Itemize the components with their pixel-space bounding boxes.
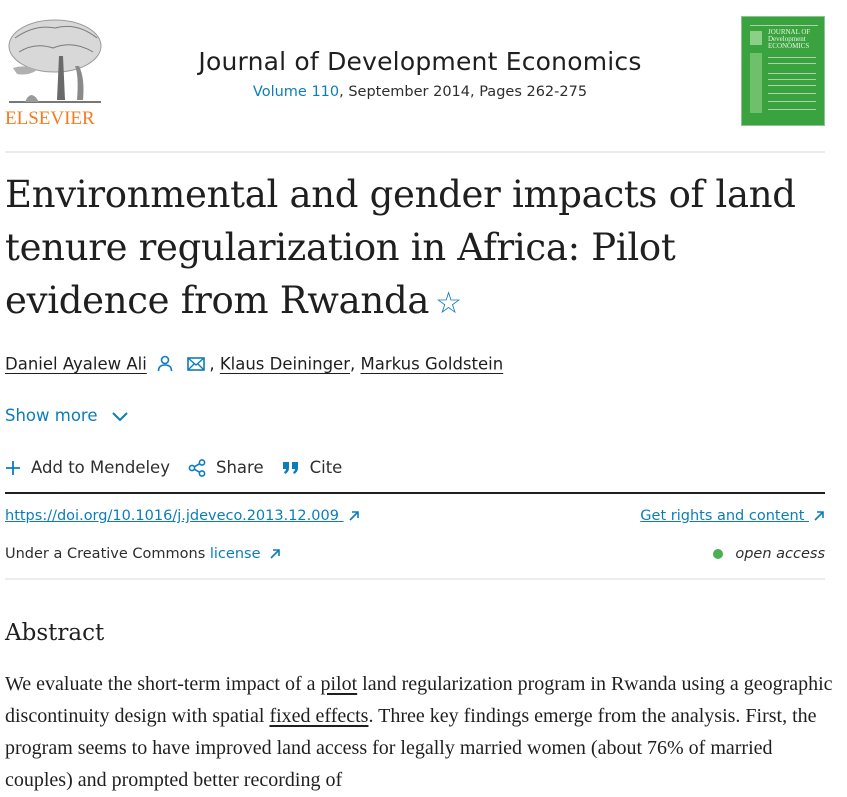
elsevier-wordmark: ELSEVIER	[5, 108, 95, 129]
rights-text: Get rights and content	[640, 508, 805, 524]
glossary-link-pilot[interactable]: pilot	[320, 673, 358, 695]
elsevier-tree-logo-icon	[8, 19, 102, 103]
share-button[interactable]: Share	[188, 458, 264, 477]
mendeley-label: Add to Mendeley	[31, 458, 170, 477]
journal-header: ELSEVIER Journal of Development Economic…	[0, 0, 847, 152]
plus-icon	[6, 460, 20, 475]
star-outline-icon[interactable]: ☆	[435, 286, 462, 321]
doi-text: https://doi.org/10.1016/j.jdeveco.2013.1…	[5, 508, 339, 524]
chevron-down-icon	[112, 411, 128, 421]
header-divider	[5, 151, 825, 153]
author-separator: ,	[209, 354, 215, 374]
abstract-text: We evaluate the short-term impact of a p…	[5, 668, 835, 796]
envelope-icon[interactable]	[187, 356, 206, 375]
get-rights-link[interactable]: Get rights and content	[640, 508, 825, 524]
glossary-link-fixed-effects[interactable]: fixed effects	[269, 705, 369, 727]
cite-button[interactable]: Cite	[282, 458, 343, 477]
actions-divider	[5, 492, 825, 494]
article-title: Environmental and gender impacts of land…	[5, 168, 835, 330]
license-link-text: license	[209, 546, 261, 562]
quote-icon	[282, 461, 298, 474]
open-access-dot-icon	[713, 549, 724, 559]
open-access-badge: open access	[713, 546, 825, 562]
elsevier-logo[interactable]: ELSEVIER	[5, 16, 105, 131]
abstract-text-segment: We evaluate the short-term impact of a	[5, 673, 321, 695]
cover-title: JOURNAL OF Development ECONOMICS	[768, 28, 811, 50]
cite-label: Cite	[309, 458, 343, 477]
metadata-divider	[5, 578, 825, 580]
add-to-mendeley-button[interactable]: Add to Mendeley	[5, 458, 170, 477]
license-info: Under a Creative Commons license	[5, 546, 281, 562]
open-access-label: open access	[735, 546, 825, 562]
abstract-heading: Abstract	[5, 620, 105, 646]
author-link[interactable]: Daniel Ayalew Ali	[5, 354, 147, 374]
external-link-icon	[270, 549, 280, 559]
show-more-label: Show more	[5, 406, 98, 425]
journal-title[interactable]: Journal of Development Economics	[198, 47, 642, 76]
external-link-icon	[814, 511, 824, 521]
abstract-text-segment: . Three key findings emerge from the ana…	[5, 705, 817, 791]
journal-info: Journal of Development Economics Volume …	[150, 44, 690, 100]
author-separator: ,	[350, 354, 356, 374]
author-list: Daniel Ayalew Ali , Klaus Deininger, Mar…	[5, 354, 503, 376]
doi-link[interactable]: https://doi.org/10.1016/j.jdeveco.2013.1…	[5, 508, 360, 524]
person-icon[interactable]	[156, 354, 174, 376]
volume-link[interactable]: Volume 110	[252, 84, 340, 100]
license-prefix: Under a Creative Commons	[5, 546, 210, 562]
journal-cover-image[interactable]: JOURNAL OF Development ECONOMICS	[741, 16, 825, 126]
article-actions: Add to Mendeley Share Cite	[5, 458, 342, 477]
external-link-icon	[348, 511, 359, 521]
journal-issue-info: Volume 110, September 2014, Pages 262-27…	[150, 84, 690, 100]
license-link[interactable]: license	[210, 546, 281, 562]
author-link[interactable]: Klaus Deininger	[219, 354, 350, 374]
show-more-button[interactable]: Show more	[5, 406, 129, 425]
share-icon	[188, 458, 206, 477]
author-link[interactable]: Markus Goldstein	[360, 354, 504, 374]
article-title-text: Environmental and gender impacts of land…	[5, 173, 796, 322]
abstract-text-segment: land regularization program in Rwanda us…	[5, 673, 833, 727]
issue-details: , September 2014, Pages 262-275	[339, 84, 588, 100]
share-label: Share	[215, 458, 264, 477]
